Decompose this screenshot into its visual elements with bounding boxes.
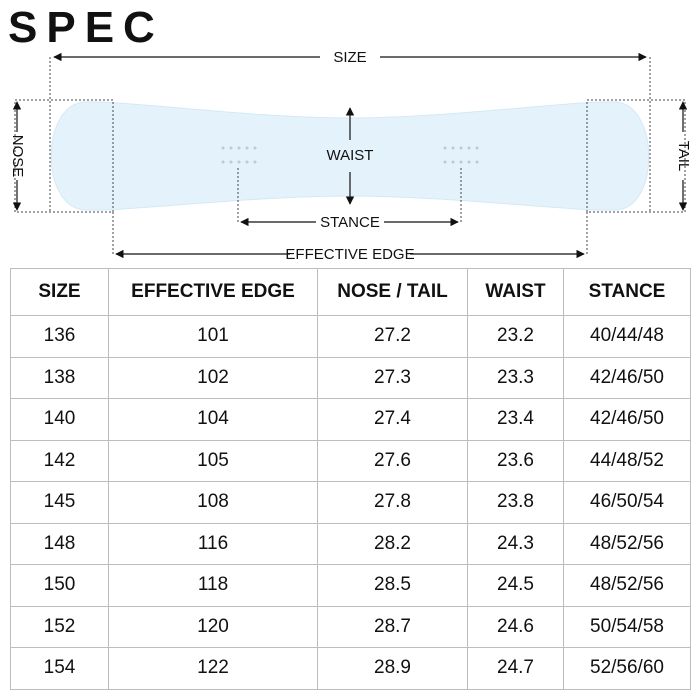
- table-cell: 152: [10, 605, 109, 648]
- table-cell: 23.4: [467, 398, 564, 441]
- header-row: SIZE EFFECTIVE EDGE NOSE / TAIL WAIST STANCE: [10, 268, 691, 316]
- waist-label: WAIST: [327, 147, 374, 164]
- table-cell: 148: [10, 522, 109, 565]
- table-cell: 104: [108, 398, 318, 441]
- table-cell: 24.7: [467, 647, 564, 690]
- table-cell: 52/56/60: [563, 647, 691, 690]
- table-cell: 140: [10, 398, 109, 441]
- table-cell: 42/46/50: [563, 356, 691, 399]
- table-cell: 27.3: [317, 356, 468, 399]
- table-cell: 101: [108, 315, 318, 358]
- column-header: EFFECTIVE EDGE: [108, 268, 318, 316]
- table-cell: 142: [10, 439, 109, 482]
- table-cell: 27.6: [317, 439, 468, 482]
- table-row: 150 118 28.5 24.5 48/52/56: [10, 564, 691, 607]
- table-cell: 28.5: [317, 564, 468, 607]
- table-cell: 122: [108, 647, 318, 690]
- table-cell: 138: [10, 356, 109, 399]
- table-row: 145 108 27.8 23.8 46/50/54: [10, 481, 691, 524]
- table-cell: 118: [108, 564, 318, 607]
- stance-label: STANCE: [320, 214, 380, 231]
- table-cell: 24.6: [467, 605, 564, 648]
- table-cell: 42/46/50: [563, 398, 691, 441]
- table-cell: 24.3: [467, 522, 564, 565]
- table-cell: 40/44/48: [563, 315, 691, 358]
- table-cell: 27.8: [317, 481, 468, 524]
- column-header: WAIST: [467, 268, 564, 316]
- table-cell: 150: [10, 564, 109, 607]
- nose-label: NOSE: [9, 135, 26, 178]
- table-cell: 28.7: [317, 605, 468, 648]
- column-header: SIZE: [10, 268, 109, 316]
- table-cell: 145: [10, 481, 109, 524]
- table-cell: 24.5: [467, 564, 564, 607]
- spec-table: SIZE EFFECTIVE EDGE NOSE / TAIL WAIST STANCE…: [10, 268, 691, 690]
- column-header: NOSE / TAIL: [317, 268, 468, 316]
- table-cell: 50/54/58: [563, 605, 691, 648]
- table-cell: 120: [108, 605, 318, 648]
- table-body: 136 101 27.2 23.2 40/44/48 138 102 27.3 23.3 42/4…: [10, 315, 691, 690]
- table-cell: 48/52/56: [563, 522, 691, 565]
- table-cell: 27.4: [317, 398, 468, 441]
- table-row: 148 116 28.2 24.3 48/52/56: [10, 522, 691, 565]
- table-cell: 44/48/52: [563, 439, 691, 482]
- column-header: STANCE: [563, 268, 691, 316]
- table-cell: 23.6: [467, 439, 564, 482]
- guides: [14, 57, 686, 256]
- table-row: 138 102 27.3 23.3 42/46/50: [10, 356, 691, 399]
- effective-edge-label: EFFECTIVE EDGE: [285, 246, 414, 263]
- arrows: [12, 52, 688, 259]
- table-row: 136 101 27.2 23.2 40/44/48: [10, 315, 691, 358]
- table-cell: 28.2: [317, 522, 468, 565]
- table-row: 140 104 27.4 23.4 42/46/50: [10, 398, 691, 441]
- table-row: 154 122 28.9 24.7 52/56/60: [10, 647, 691, 690]
- inserts: [221, 146, 479, 164]
- table-cell: 23.3: [467, 356, 564, 399]
- table-cell: 48/52/56: [563, 564, 691, 607]
- table-cell: 105: [108, 439, 318, 482]
- board-diagram: SIZE WAIST STANCE EFFECTIVE EDGE NOSE TA…: [9, 49, 692, 263]
- table-row: 152 120 28.7 24.6 50/54/58: [10, 605, 691, 648]
- table-row: 142 105 27.6 23.6 44/48/52: [10, 439, 691, 482]
- table-cell: 23.8: [467, 481, 564, 524]
- table-cell: 102: [108, 356, 318, 399]
- table-cell: 116: [108, 522, 318, 565]
- table-cell: 136: [10, 315, 109, 358]
- table-cell: 154: [10, 647, 109, 690]
- table-cell: 28.9: [317, 647, 468, 690]
- size-label: SIZE: [333, 49, 366, 66]
- table-cell: 27.2: [317, 315, 468, 358]
- table-cell: 46/50/54: [563, 481, 691, 524]
- table-cell: 23.2: [467, 315, 564, 358]
- table-cell: 108: [108, 481, 318, 524]
- tail-label: TAIL: [675, 141, 692, 172]
- title: SPEC: [8, 3, 164, 52]
